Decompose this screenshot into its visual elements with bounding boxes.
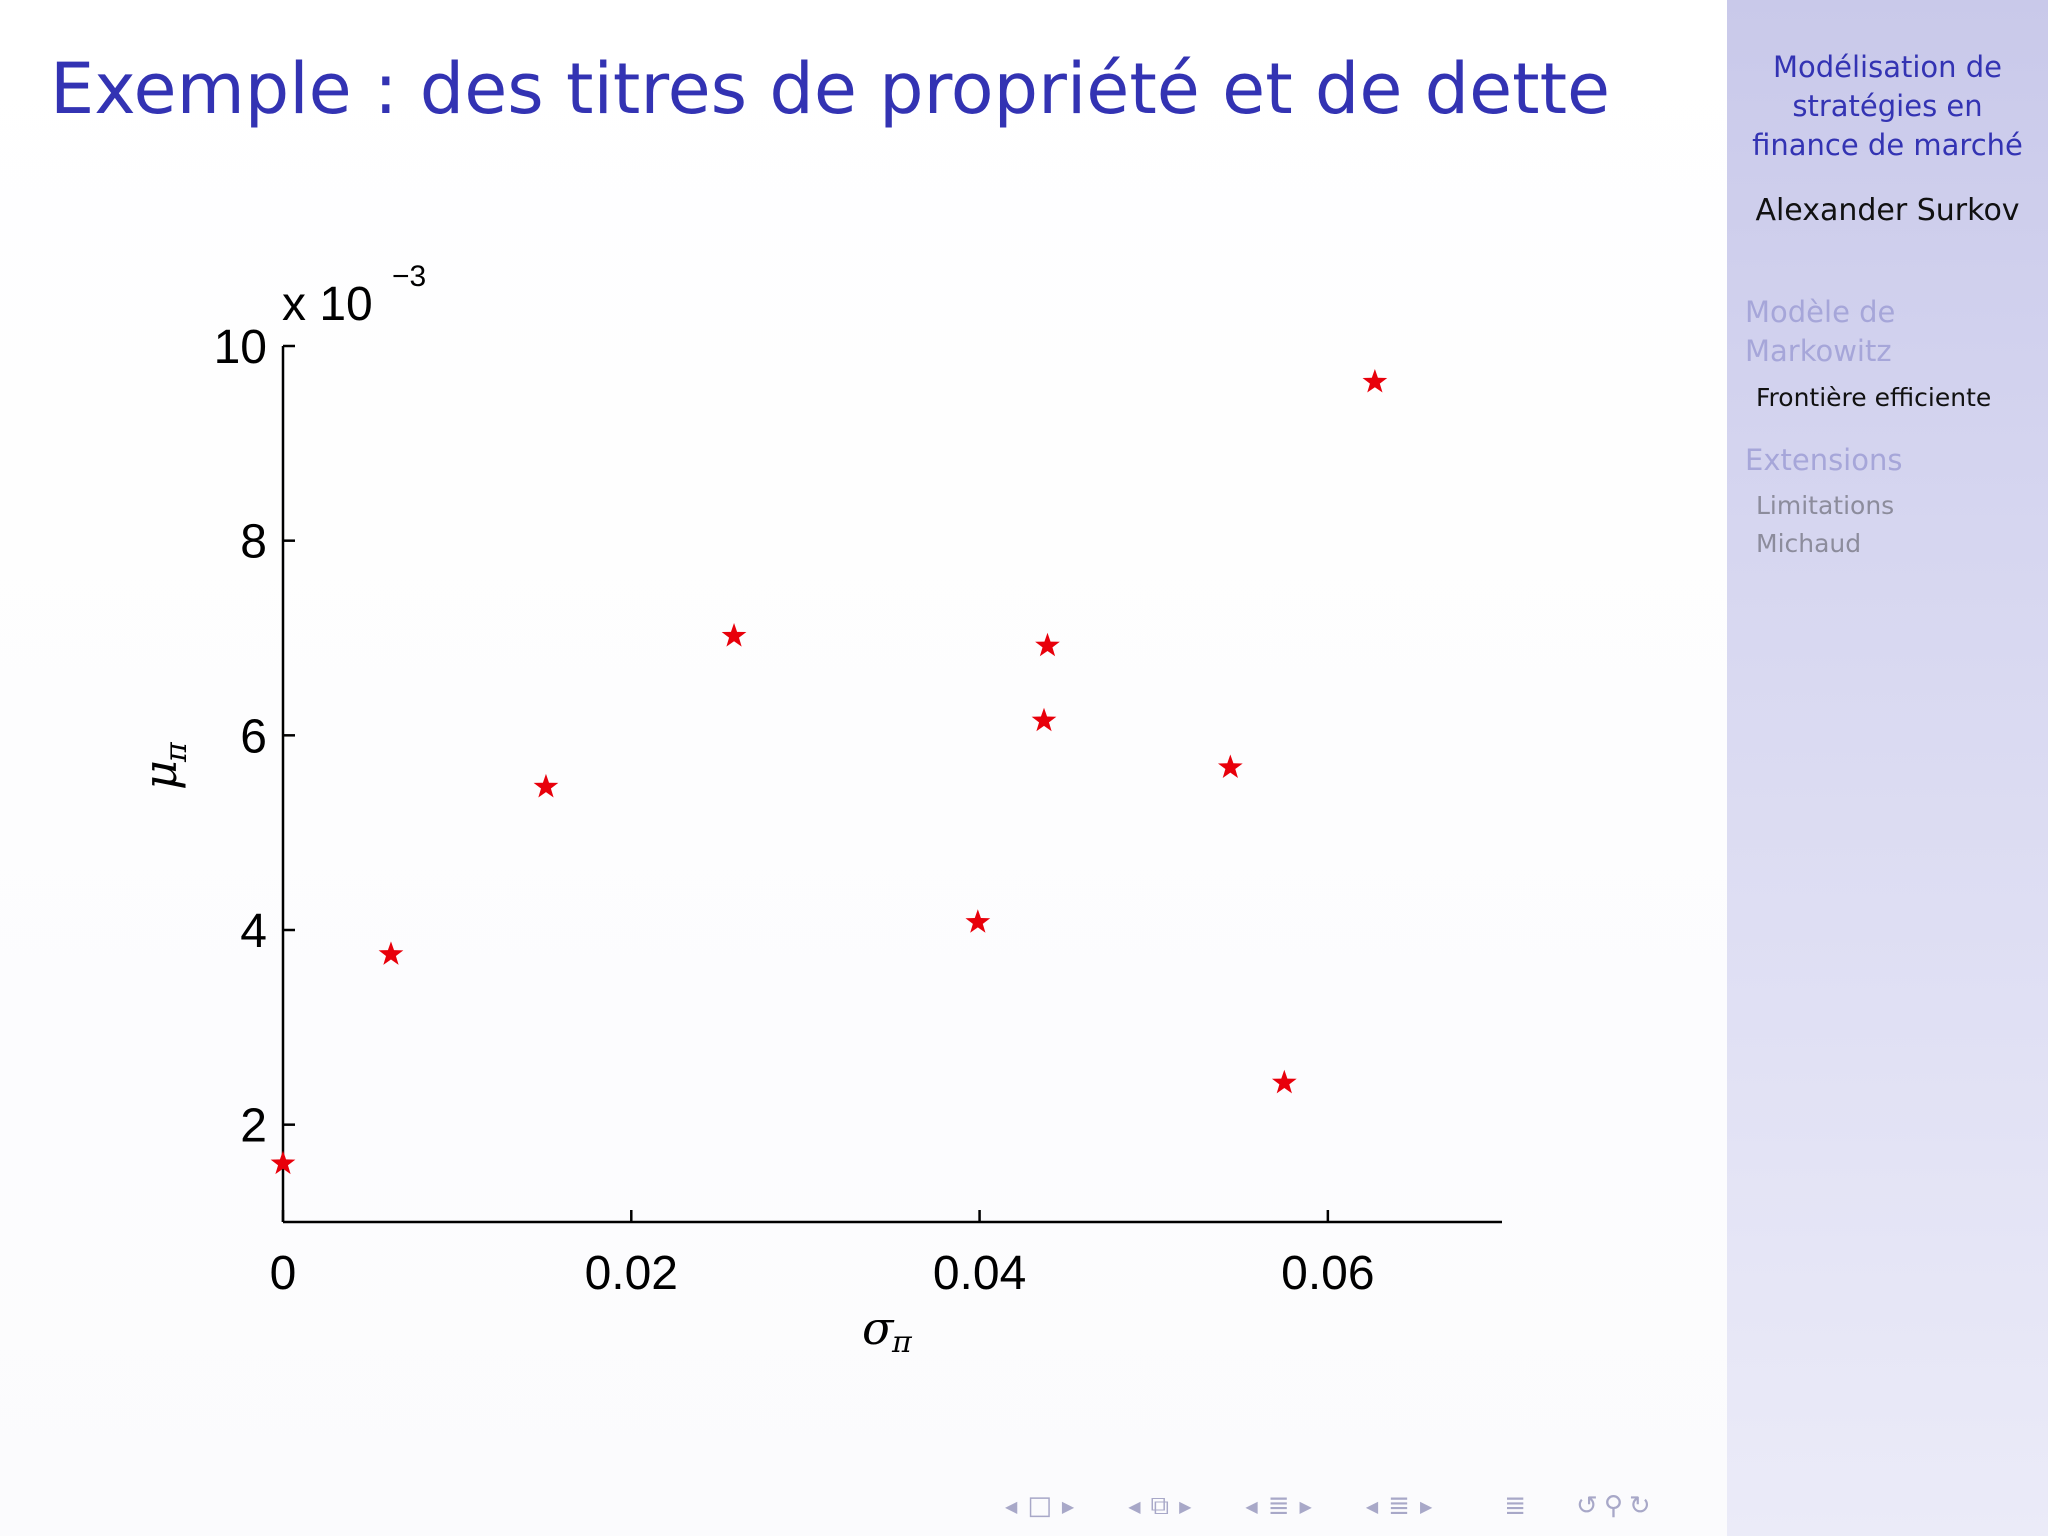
y-tick-label: 4 [240,905,267,958]
section-icon[interactable]: ≣ [1388,1491,1410,1521]
toc-icon[interactable]: ≣ [1504,1491,1527,1521]
chart-points [270,369,1388,1175]
y-multiplier-base: x 10 [282,278,373,331]
sidebar-section-extensions[interactable]: Extensions [1745,441,1902,480]
y-tick-label: 8 [240,516,267,569]
y-multiplier-exponent: −3 [392,260,426,293]
section-next-icon[interactable]: ▶ [1419,1496,1433,1516]
sidebar-author[interactable]: Alexander Surkov [1755,193,2020,228]
y-multiplier: x 10 −3 [282,260,426,331]
sidebar-item-michaud[interactable]: Michaud [1756,529,1862,558]
sidebar-section-markowitz[interactable]: Modèle de Markowitz [1745,293,1895,371]
sidebar-item-frontiere-efficiente[interactable]: Frontière efficiente [1756,383,1992,412]
y-axis-label-symbol: μ [133,760,187,790]
data-point [1031,707,1057,732]
data-point [533,773,559,798]
y-axis-label: μ π [133,741,194,790]
data-point [1362,369,1388,393]
search-icon[interactable]: ⚲ [1603,1491,1623,1521]
data-point [1271,1069,1297,1094]
section-prev-icon[interactable]: ◀ [1245,1496,1258,1516]
section-next-icon[interactable]: ▶ [1299,1496,1312,1516]
slide: Exemple : des titres de propriété et de … [0,0,1727,1536]
data-point [965,909,991,933]
scatter-chart: 2 4 6 8 10 0 0.02 0.04 0.06 x 10 −3 σ π μ π [133,260,1502,1360]
subsection-icon[interactable]: ⧉ [1150,1490,1170,1521]
frame-prev-icon[interactable]: ◀ [1005,1496,1018,1516]
section-prev-icon[interactable]: ◀ [1365,1496,1379,1516]
y-tick-label: 6 [240,710,267,763]
subsection-prev-icon[interactable]: ◀ [1128,1496,1141,1516]
data-point [721,623,747,647]
x-tick-label: 0 [270,1247,297,1300]
frame-next-icon[interactable]: ▶ [1061,1496,1075,1516]
data-point [378,941,404,965]
data-point [1217,754,1243,778]
x-tick-label: 0.06 [1281,1247,1374,1300]
sidebar-section-label: Modèle de [1745,295,1896,329]
x-axis-label-subscript: π [891,1325,913,1360]
x-tick-label: 0.02 [585,1247,678,1300]
y-tick-label: 10 [214,321,267,374]
sidebar-section-label: Extensions [1745,443,1903,477]
sidebar-item-limitations[interactable]: Limitations [1756,491,1895,520]
x-axis-label: σ π [862,1301,913,1360]
y-axis-label-subscript: π [159,741,194,763]
sidebar-title-line: stratégies en [1792,89,1983,123]
section-icon[interactable]: ≣ [1267,1491,1290,1521]
sidebar-title-line: finance de marché [1752,128,2023,162]
data-point [270,1150,296,1175]
frame-icon[interactable]: □ [1027,1491,1052,1521]
forward-icon[interactable]: ↻ [1628,1491,1651,1521]
chart-ticks: 2 4 6 8 10 0 0.02 0.04 0.06 [214,321,1375,1300]
sidebar-section-label: Markowitz [1745,334,1892,368]
subsection-next-icon[interactable]: ▶ [1179,1496,1192,1516]
slide-title: Exemple : des titres de propriété et de … [50,48,1611,130]
back-icon[interactable]: ↺ [1576,1491,1598,1521]
data-point [1035,632,1060,657]
sidebar: Modélisation de stratégies en finance de… [1727,0,2048,1536]
x-tick-label: 0.04 [933,1247,1026,1300]
x-axis-label-symbol: σ [862,1301,895,1355]
sidebar-title-line: Modélisation de [1772,50,2003,84]
sidebar-title[interactable]: Modélisation de stratégies en finance de… [1727,48,2048,165]
chart-axes [281,346,1502,1224]
beamer-navigation: ◀ □ ▶ ◀ ⧉ ▶ ◀ ≣ ▶ ◀ ≣ ▶ ≣ ↺ ⚲ ↻ [995,1488,1651,1524]
y-tick-label: 2 [240,1100,267,1153]
